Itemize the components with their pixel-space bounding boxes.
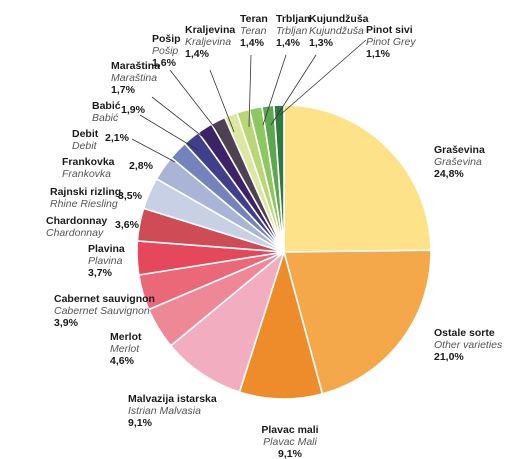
- slice-value: 24,8%: [434, 168, 464, 180]
- slice-name: Malvazija istarska: [128, 393, 217, 405]
- slice-name-en: Maraština: [111, 72, 157, 84]
- leader-line-trbljan: [262, 54, 287, 126]
- slice-name-en: Trbljan: [276, 25, 307, 37]
- slice-name: Kraljevina: [185, 24, 235, 36]
- slice-name-en: Istrian Malvasia: [128, 405, 201, 417]
- slice-name-en: Frankovka: [62, 168, 111, 180]
- slice-name: Rajnski rizling: [50, 186, 121, 198]
- leader-line-teran: [248, 54, 252, 128]
- slice-value: 9,1%: [278, 448, 303, 459]
- slice-name: Pošip: [152, 33, 181, 45]
- slice-value: 4,6%: [110, 355, 135, 367]
- slice-name-en: Plavac Mali: [263, 436, 317, 448]
- leader-line-pinot-sivi: [279, 39, 367, 116]
- label-frankovka: Frankovka 2,8% Frankovka: [62, 156, 154, 180]
- slice-value: 1,3%: [309, 37, 334, 49]
- slice-value: 21,0%: [434, 351, 464, 363]
- slice-name: Teran: [240, 13, 268, 25]
- slice-name-en: Merlot: [110, 343, 140, 355]
- slice-name: Graševina: [434, 144, 485, 156]
- leader-lines: [131, 39, 367, 163]
- slice-name-en: Pošip: [152, 45, 178, 57]
- slice-name: Pinot sivi: [366, 24, 413, 36]
- slice-value: 3,7%: [88, 267, 113, 279]
- slice-value: 1,7%: [111, 84, 136, 96]
- leader-line-kraljevina: [209, 69, 235, 133]
- slice-name-en: Babić: [92, 112, 119, 124]
- slice-value: 1,6%: [152, 57, 177, 69]
- slice-name: Babić: [92, 100, 121, 112]
- slice-name: Merlot: [110, 331, 142, 343]
- slice-value: 3,6%: [115, 219, 140, 231]
- slice-name-en: Kujundžuša: [309, 25, 364, 37]
- slice-name-en: Debit: [72, 140, 98, 152]
- slice-name-en: Other varieties: [434, 339, 503, 351]
- slice-value: 1,4%: [240, 37, 265, 49]
- label-chardonnay: Chardonnay 3,6% Chardonnay: [46, 215, 140, 239]
- slice-value: 1,9%: [121, 104, 146, 116]
- pie-slices: [136, 104, 432, 400]
- slice-name: Maraština: [111, 60, 160, 72]
- slice-name-en: Plavina: [88, 255, 123, 267]
- label-debit: Debit 2,1% Debit: [72, 128, 130, 152]
- leader-line-marastina: [151, 96, 213, 145]
- slice-value: 2,8%: [129, 160, 154, 172]
- slice-name: Trbljan: [276, 13, 310, 25]
- slice-value: 1,1%: [366, 48, 391, 60]
- slice-name-en: Teran: [240, 25, 267, 37]
- slice-value: 9,1%: [128, 417, 153, 429]
- slice-name: Chardonnay: [46, 215, 107, 227]
- slice-name-en: Kraljevina: [185, 36, 231, 48]
- slice-grasevina: [283, 104, 432, 253]
- slice-value: 3,9%: [54, 317, 79, 329]
- slice-plavac-mali: [238, 249, 324, 400]
- leader-line-kujundzusa: [270, 54, 317, 126]
- slice-name: Kujundžuša: [309, 13, 369, 25]
- leader-line-posip: [169, 69, 223, 138]
- slice-value: 2,1%: [105, 132, 130, 144]
- slice-name-en: Rhine Riesling: [50, 198, 118, 210]
- slice-value: 1,4%: [185, 48, 210, 60]
- slice-malvazija-istarska: [169, 249, 286, 394]
- slice-name: Cabernet sauvignon: [54, 293, 155, 305]
- slice-name: Plavina: [88, 243, 125, 255]
- leader-line-babic: [139, 114, 199, 151]
- slice-name-en: Chardonnay: [46, 227, 104, 239]
- slice-name-en: Pinot Grey: [366, 36, 416, 48]
- slice-name-en: Cabernet Sauvignon: [54, 305, 150, 317]
- slice-value: 1,4%: [276, 37, 301, 49]
- slice-name: Frankovka: [62, 156, 115, 168]
- slice-name-en: Graševina: [434, 156, 482, 168]
- slice-name: Debit: [72, 128, 99, 140]
- label-babic: Babić 1,9%Babić: [92, 100, 146, 124]
- slice-value: 3,5%: [118, 190, 143, 202]
- slice-name: Plavac mali: [261, 424, 318, 436]
- slice-ostale-sorte: [282, 249, 432, 395]
- slice-name: Ostale sorte: [434, 327, 495, 339]
- leader-line-debit: [131, 138, 176, 163]
